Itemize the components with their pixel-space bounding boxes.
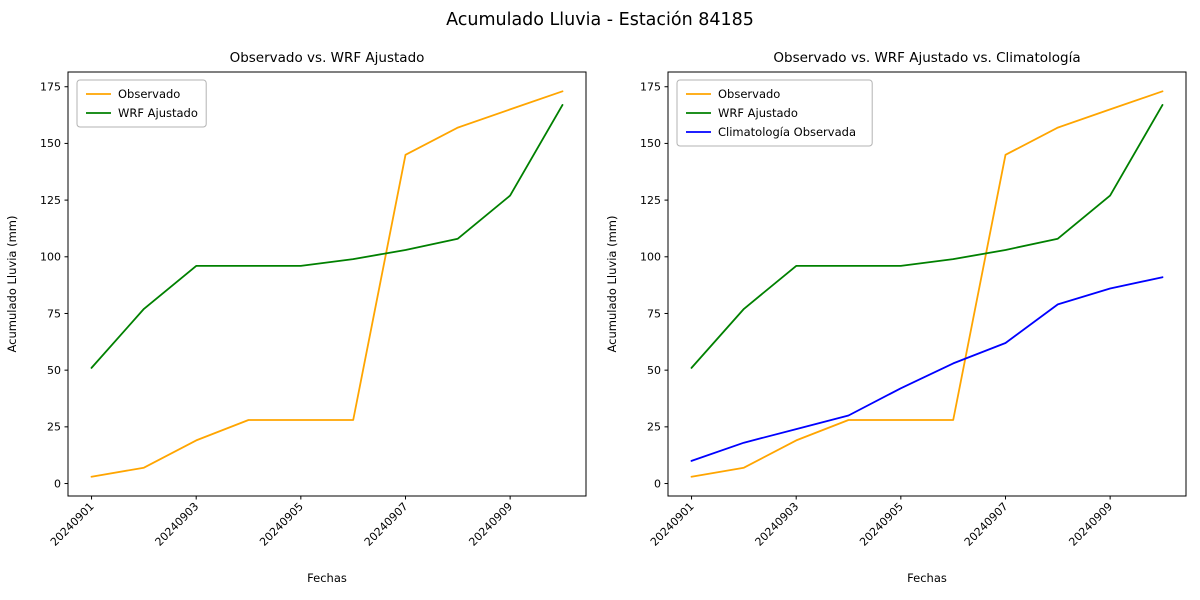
x-tick-label: 20240909 xyxy=(1066,500,1115,549)
x-axis-label: Fechas xyxy=(907,571,947,585)
x-tick-label: 20240909 xyxy=(466,500,515,549)
y-tick-label: 175 xyxy=(640,81,661,94)
legend-label: Observado xyxy=(718,87,780,101)
series-line-wrf-ajustado xyxy=(90,104,564,369)
x-tick-label: 20240905 xyxy=(257,500,306,549)
x-tick-label: 20240901 xyxy=(648,500,697,549)
subplot-title: Observado vs. WRF Ajustado vs. Climatolo… xyxy=(773,50,1080,66)
legend-label: WRF Ajustado xyxy=(718,106,798,120)
y-tick-label: 50 xyxy=(647,364,661,377)
y-tick-label: 125 xyxy=(40,194,61,207)
y-tick-label: 175 xyxy=(40,81,61,94)
series-line-observado xyxy=(690,90,1164,478)
figure-title: Acumulado Lluvia - Estación 84185 xyxy=(446,10,754,30)
legend-box xyxy=(76,79,207,128)
y-tick-label: 0 xyxy=(54,477,61,490)
x-axis-label: Fechas xyxy=(307,571,347,585)
x-tick-label: 20240901 xyxy=(48,500,97,549)
x-tick-label: 20240907 xyxy=(962,500,1011,549)
y-tick-label: 150 xyxy=(640,137,661,150)
series-line-climatolog-a-observada xyxy=(690,276,1164,462)
axes-frame xyxy=(667,71,1187,497)
y-axis-label: Acumulado Lluvia (mm) xyxy=(605,216,619,353)
y-axis-label: Acumulado Lluvia (mm) xyxy=(5,216,19,353)
y-axis: 0 25 50 75 100 125 150 175 xyxy=(40,81,68,490)
series-line-observado xyxy=(90,90,564,478)
x-tick-label: 20240903 xyxy=(153,500,202,549)
axes-frame xyxy=(67,71,587,497)
x-axis: 20240901 20240903 20240905 20240907 20240909 xyxy=(48,496,515,549)
y-tick-label: 25 xyxy=(647,421,661,434)
legend-label: Climatología Observada xyxy=(718,125,856,139)
y-axis: 0 25 50 75 100 125 150 175 xyxy=(640,81,668,490)
legend-label: Observado xyxy=(118,87,180,101)
y-tick-label: 75 xyxy=(47,307,61,320)
x-tick-label: 20240907 xyxy=(362,500,411,549)
y-tick-label: 100 xyxy=(640,251,661,264)
legend-label: WRF Ajustado xyxy=(118,106,198,120)
legend: Observado WRF Ajustado Climatología Observ… xyxy=(676,79,873,147)
x-tick-label: 20240903 xyxy=(753,500,802,549)
legend-box xyxy=(676,79,873,147)
y-tick-label: 0 xyxy=(654,477,661,490)
y-tick-label: 100 xyxy=(40,251,61,264)
legend: Observado WRF Ajustado xyxy=(76,79,207,128)
y-tick-label: 125 xyxy=(640,194,661,207)
y-tick-label: 150 xyxy=(40,137,61,150)
y-tick-label: 50 xyxy=(47,364,61,377)
y-tick-label: 75 xyxy=(647,307,661,320)
x-tick-label: 20240905 xyxy=(857,500,906,549)
series-line-wrf-ajustado xyxy=(690,104,1164,369)
x-axis: 20240901 20240903 20240905 20240907 20240909 xyxy=(648,496,1115,549)
subplot-title: Observado vs. WRF Ajustado xyxy=(230,50,425,66)
y-tick-label: 25 xyxy=(47,421,61,434)
